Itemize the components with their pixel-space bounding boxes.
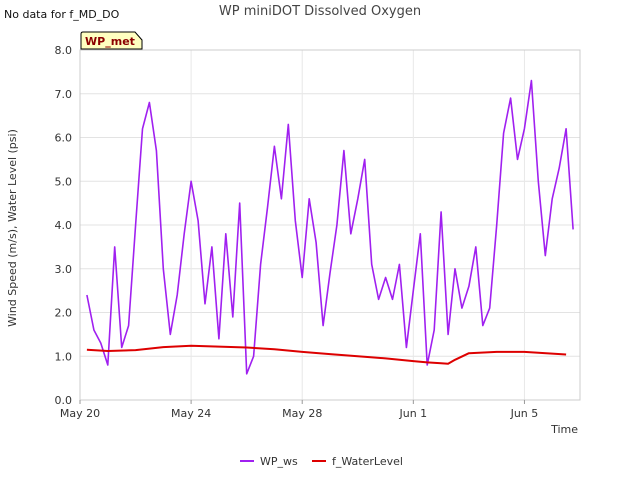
plot-frame [79, 49, 581, 401]
x-tick-label: May 20 [60, 407, 100, 420]
series-line-wp-ws [86, 79, 574, 375]
y-tick-label: 0.0 [55, 394, 73, 407]
plot-bands [80, 93, 580, 400]
plot-band [80, 356, 580, 400]
x-axis: May 20 May 24 May 28 Jun 1 Jun 5 [60, 400, 538, 420]
no-data-note: No data for f_MD_DO [4, 8, 120, 21]
y-tick-label: 7.0 [55, 88, 73, 101]
legend-label: WP_ws [260, 455, 298, 468]
y-tick-label: 2.0 [55, 307, 73, 320]
chart-title: WP miniDOT Dissolved Oxygen [218, 4, 422, 19]
plot-band [80, 181, 580, 225]
y-tick-label: 3.0 [55, 263, 73, 276]
x-tick-label: Jun 5 [510, 407, 539, 420]
y-axis: 0.0 1.0 2.0 3.0 4.0 5.0 6.0 7.0 8.0 [55, 44, 73, 407]
x-axis-label: Time [550, 423, 578, 436]
y-axis-label: Wind Speed (m/s), Water Level (psi) [6, 129, 19, 327]
box-label-shape [80, 31, 143, 50]
y-tick-label: 8.0 [55, 44, 73, 57]
x-tick-label: Jun 1 [398, 407, 427, 420]
box-label: WP_met [80, 31, 143, 50]
box-label-text: WP_met [85, 35, 135, 48]
plot-band [80, 93, 580, 138]
y-tick-label: 1.0 [55, 350, 73, 363]
x-tick-label: May 28 [282, 407, 322, 420]
x-tick-label: May 24 [171, 407, 211, 420]
y-tick-label: 4.0 [55, 219, 73, 232]
y-tick-label: 5.0 [55, 175, 73, 188]
legend: WP_ws f_WaterLevel [240, 455, 403, 468]
y-tick-label: 6.0 [55, 132, 73, 145]
series-line-f-waterlevel [86, 344, 567, 365]
series-lines [86, 79, 574, 375]
legend-label: f_WaterLevel [332, 455, 403, 468]
